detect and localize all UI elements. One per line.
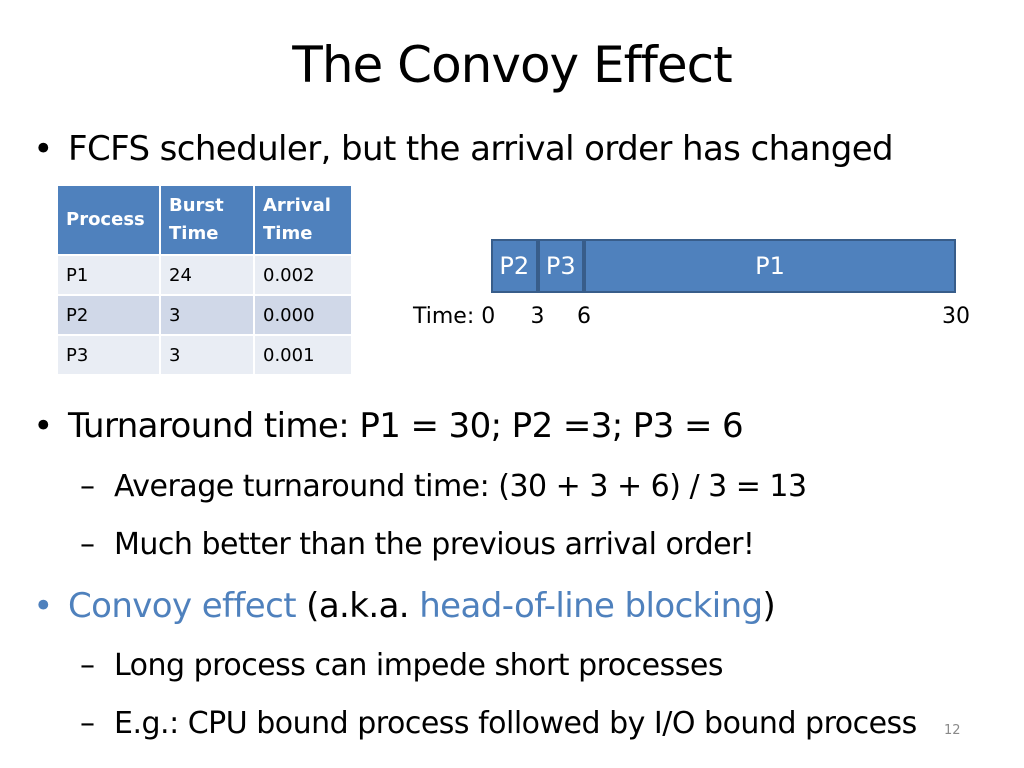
bullet-marker: •: [33, 406, 53, 446]
table-row: P1 24 0.002: [56, 254, 353, 296]
cell-burst: 3: [159, 334, 255, 376]
table-row: P2 3 0.000: [56, 294, 353, 336]
bullet-turnaround: • Turnaround time: P1 = 30; P2 =3; P3 = …: [33, 404, 744, 448]
sub-bullet-average: – Average turnaround time: (30 + 3 + 6) …: [80, 467, 807, 507]
slide-title: The Convoy Effect: [292, 36, 732, 94]
table-row: P3 3 0.001: [56, 334, 353, 376]
time-tick-label: 3: [530, 304, 545, 329]
sub-bullet-average-text: Average turnaround time: (30 + 3 + 6) / …: [114, 469, 807, 504]
time-tick-label: 6: [577, 304, 591, 329]
cell-burst: 24: [159, 254, 255, 296]
header-arrival-time: Arrival Time: [253, 184, 353, 256]
bullet-fcfs: • FCFS scheduler, but the arrival order …: [33, 127, 894, 171]
sub-bullet-marker: –: [80, 469, 95, 504]
cell-process: P3: [56, 334, 161, 376]
sub-bullet-marker: –: [80, 648, 95, 683]
head-of-line-blocking-term: head-of-line blocking: [419, 586, 763, 626]
sub-bullet-long: – Long process can impede short processe…: [80, 646, 723, 686]
cell-arrival: 0.002: [253, 254, 353, 296]
header-burst-time: Burst Time: [159, 184, 255, 256]
gantt-segment-p2: P2: [491, 239, 538, 293]
time-prefix-label: Time: 0: [413, 304, 496, 329]
cell-arrival: 0.001: [253, 334, 353, 376]
bullet-marker: •: [33, 129, 53, 169]
sub-bullet-better-text: Much better than the previous arrival or…: [114, 527, 755, 562]
cell-process: P1: [56, 254, 161, 296]
sub-bullet-marker: –: [80, 706, 95, 741]
gantt-segment-p3: P3: [537, 239, 584, 293]
cell-process: P2: [56, 294, 161, 336]
table-header-row: Process Burst Time Arrival Time: [56, 184, 353, 256]
gantt-segment-p1: P1: [584, 239, 956, 293]
sub-bullet-example-text: E.g.: CPU bound process followed by I/O …: [114, 706, 917, 741]
cell-burst: 3: [159, 294, 255, 336]
header-process: Process: [56, 184, 161, 256]
sub-bullet-marker: –: [80, 527, 95, 562]
convoy-effect-term: Convoy effect: [68, 586, 297, 626]
page-number: 12: [944, 723, 961, 738]
bullet-convoy: • Convoy effect (a.k.a. head-of-line blo…: [33, 584, 776, 628]
process-table: Process Burst Time Arrival Time P1 24 0.…: [56, 184, 353, 376]
aka-open-text: (a.k.a.: [295, 586, 420, 626]
bullet-marker: •: [33, 586, 53, 626]
sub-bullet-better: – Much better than the previous arrival …: [80, 525, 755, 565]
sub-bullet-example: – E.g.: CPU bound process followed by I/…: [80, 704, 917, 744]
time-tick-label: 30: [942, 304, 970, 329]
bullet-turnaround-text: Turnaround time: P1 = 30; P2 =3; P3 = 6: [68, 406, 744, 446]
cell-arrival: 0.000: [253, 294, 353, 336]
sub-bullet-long-text: Long process can impede short processes: [114, 648, 723, 683]
aka-close-text: ): [762, 586, 776, 626]
bullet-fcfs-text: FCFS scheduler, but the arrival order ha…: [68, 129, 894, 169]
